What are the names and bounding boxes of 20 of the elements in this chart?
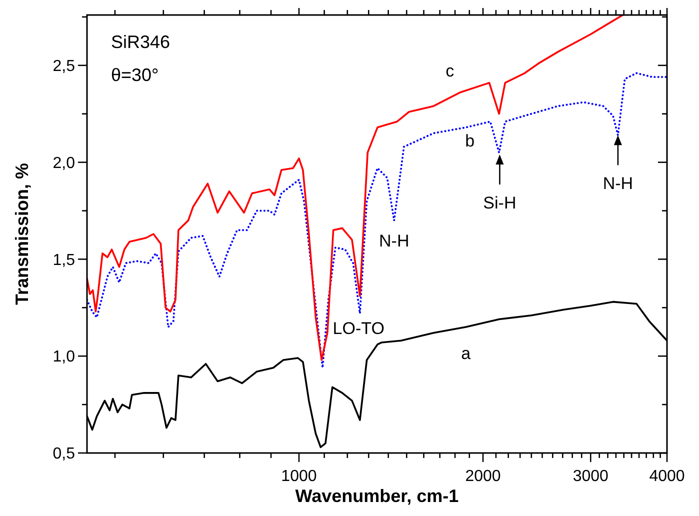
y-tick-label: 2,0 [52,154,76,172]
y-tick-label: 1,5 [52,252,76,269]
annotation: θ=30° [111,65,159,85]
series-label: b [465,131,475,150]
x-tick-label: 1000 [281,468,317,485]
y-axis-title: Transmission, % [12,162,32,306]
y-tick-label: 2,5 [52,58,76,75]
annotation: SiR346 [111,32,170,52]
annotation: LO-TO [332,318,384,338]
x-axis-title: Wavenumber, cm-1 [295,486,459,506]
y-tick-label: 1,0 [52,348,76,366]
annotation: N-H [602,174,634,194]
annotation: N-H [379,231,410,250]
x-tick-label: 4000 [649,468,685,485]
x-tick-label: 3000 [572,468,609,485]
series-label: a [461,344,472,363]
y-tick-label: 0,5 [52,446,76,463]
series-label: c [446,61,455,80]
annotation: Si-H [483,193,516,212]
x-tick-label: 2000 [465,468,501,485]
